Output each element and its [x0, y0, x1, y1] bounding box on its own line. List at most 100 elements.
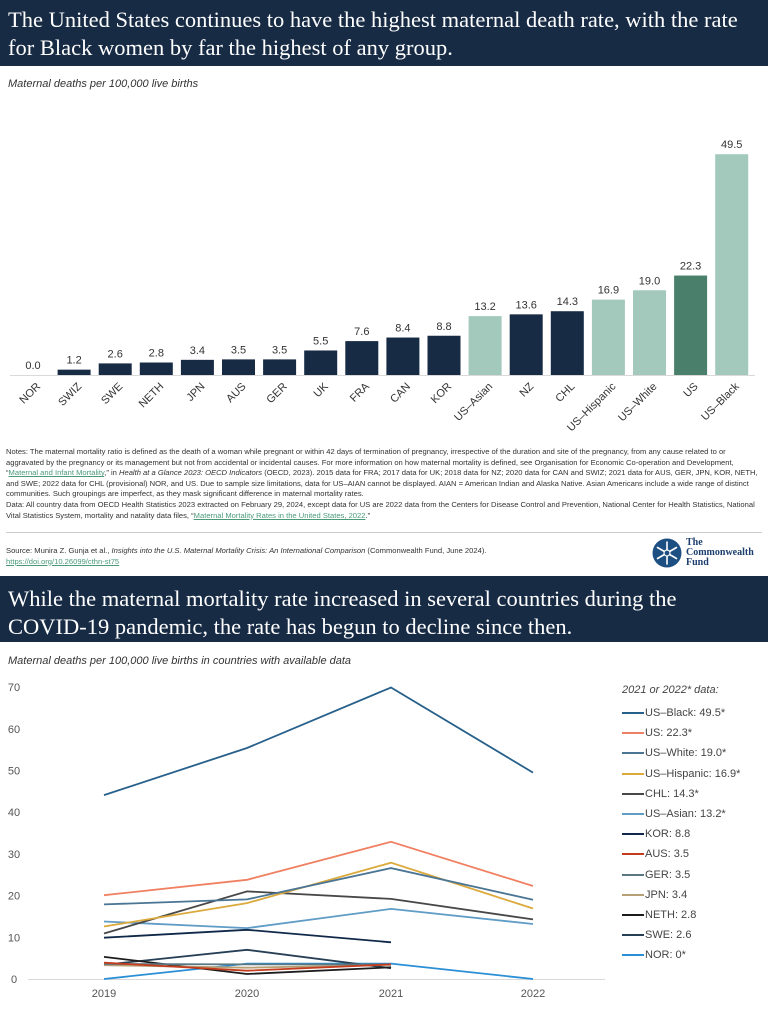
legend-swatch — [622, 772, 644, 775]
x-tick-label: GER — [264, 381, 289, 406]
legend-label: US–Asian: 13.2* — [645, 808, 726, 821]
legend-swatch — [622, 752, 644, 755]
legend-item: AUS: 3.5 — [622, 844, 740, 864]
data-text: Data: All country data from OECD Health … — [6, 500, 755, 520]
x-tick-label: UK — [312, 380, 332, 400]
bar-US–Hispanic — [591, 299, 625, 375]
cdc-link[interactable]: Maternal Mortality Rates in the United S… — [193, 510, 366, 520]
data-label: 19.0 — [639, 275, 660, 287]
bar-FRA — [345, 341, 379, 375]
legend-label: US: 22.3* — [645, 727, 693, 740]
legend-item: US–Asian: 13.2* — [622, 804, 740, 824]
x-tick-label: 2019 — [92, 988, 116, 1000]
bar-NETH — [139, 362, 173, 375]
x-tick-label: CHL — [553, 381, 577, 405]
bar-SWIZ — [57, 369, 91, 375]
notes: Notes: The maternal mortality ratio is d… — [6, 447, 762, 500]
x-tick-label: NOR — [17, 381, 43, 407]
bar-GER — [263, 359, 297, 375]
data-label: 8.8 — [436, 321, 451, 333]
x-tick-label: US–Black — [699, 380, 742, 423]
series-line-us-asian — [103, 907, 534, 930]
x-tick-label: 2021 — [379, 988, 403, 1000]
series-line-us-black — [103, 686, 534, 796]
bar-NZ — [509, 314, 543, 375]
bar-US — [674, 275, 708, 375]
data-note: Data: All country data from OECD Health … — [6, 500, 762, 521]
x-tick-label: JPN — [184, 381, 207, 404]
bar-JPN — [180, 359, 214, 375]
legend-item: KOR: 8.8 — [622, 824, 740, 844]
panel2-subtitle: Maternal deaths per 100,000 live births … — [8, 655, 352, 667]
divider — [6, 532, 762, 533]
panel2-title: While the maternal mortality rate increa… — [0, 576, 768, 642]
panel1-subtitle: Maternal deaths per 100,000 live births — [8, 78, 199, 90]
legend-item: SWE: 2.6 — [622, 925, 740, 945]
legend-item: GER: 3.5 — [622, 865, 740, 885]
notes-text: (OECD, 2023). 2015 data for FRA; 2017 da… — [6, 468, 758, 499]
legend-label: AUS: 3.5 — [645, 848, 690, 861]
panel1-title: The United States continues to have the … — [0, 0, 768, 66]
source-text: Source: Munira Z. Gunja et al., — [6, 546, 112, 555]
doi-link[interactable]: https://doi.org/10.26099/cthn-st75 — [6, 556, 120, 566]
x-tick-label: NETH — [137, 381, 167, 411]
legend-label: NOR: 0* — [645, 949, 686, 962]
legend-label: CHL: 14.3* — [645, 787, 699, 800]
bar-US–Asian — [468, 316, 502, 375]
x-tick-label: US–White — [616, 381, 660, 425]
y-tick-label: 10 — [8, 932, 20, 944]
bar-AUS — [222, 359, 255, 375]
legend-label: US–Hispanic: 16.9* — [645, 767, 741, 780]
legend-item: NOR: 0* — [622, 945, 740, 965]
x-tick-label: CAN — [388, 381, 413, 406]
bar-KOR — [427, 335, 461, 375]
series-line-aus — [103, 961, 392, 972]
legend-item: US–Black: 49.5* — [622, 703, 740, 723]
data-label: 13.2 — [474, 301, 495, 313]
data-label: 2.6 — [108, 348, 123, 360]
data-label: 3.4 — [190, 345, 205, 357]
source-text: (Commonwealth Fund, June 2024). — [365, 546, 487, 555]
series-line-us — [103, 840, 534, 897]
commonwealth-fund-logo: The Commonwealth Fund — [652, 538, 754, 568]
bar-US–Black — [715, 154, 749, 375]
legend-item: US–Hispanic: 16.9* — [622, 764, 740, 784]
legend-label: SWE: 2.6 — [645, 929, 692, 942]
y-tick-label: 0 — [11, 974, 17, 986]
legend-label: KOR: 8.8 — [645, 828, 691, 841]
oecd-link[interactable]: Maternal and Infant Mortality — [8, 468, 105, 478]
data-label: 5.5 — [313, 335, 328, 347]
data-label: 49.5 — [721, 139, 742, 151]
data-label: 0.0 — [25, 360, 40, 372]
legend-label: US–Black: 49.5* — [645, 707, 726, 720]
data-label: 3.5 — [272, 344, 287, 356]
line-chart: 0 10 20 30 40 50 60 70 2019 2020 2021 2022 — [8, 682, 605, 1000]
source: Source: Munira Z. Gunja et al., Insights… — [6, 546, 486, 567]
legend-swatch — [622, 893, 644, 896]
x-tick-label: AUS — [224, 381, 248, 405]
legend-item: JPN: 3.4 — [622, 885, 740, 905]
bar-UK — [304, 350, 338, 375]
x-tick-label: US — [681, 381, 700, 400]
legend-swatch — [622, 792, 644, 795]
y-tick-label: 60 — [8, 724, 20, 736]
bar-CAN — [386, 337, 420, 375]
x-tick-label: US–Asian — [452, 381, 495, 424]
data-label: 2.8 — [149, 348, 164, 360]
legend-swatch — [622, 954, 644, 957]
legend: 2021 or 2022* data: US–Black: 49.5* US: 2… — [622, 684, 740, 965]
snowflake-icon — [652, 538, 682, 568]
series-line-swe — [103, 948, 392, 970]
legend-label: GER: 3.5 — [645, 868, 691, 881]
notes-text: Notes: The maternal mortality ratio is d… — [6, 447, 734, 478]
bar-CHL — [550, 311, 584, 375]
data-label: 1.2 — [66, 355, 81, 367]
legend-label: US–White: 19.0* — [645, 747, 727, 760]
legend-swatch — [622, 813, 644, 816]
series-line-neth — [103, 956, 392, 975]
data-text: .” — [365, 510, 371, 520]
series-line-us-white — [103, 867, 534, 906]
legend-swatch — [622, 712, 644, 715]
legend-item: NETH: 2.8 — [622, 905, 740, 925]
legend-swatch — [622, 934, 644, 937]
